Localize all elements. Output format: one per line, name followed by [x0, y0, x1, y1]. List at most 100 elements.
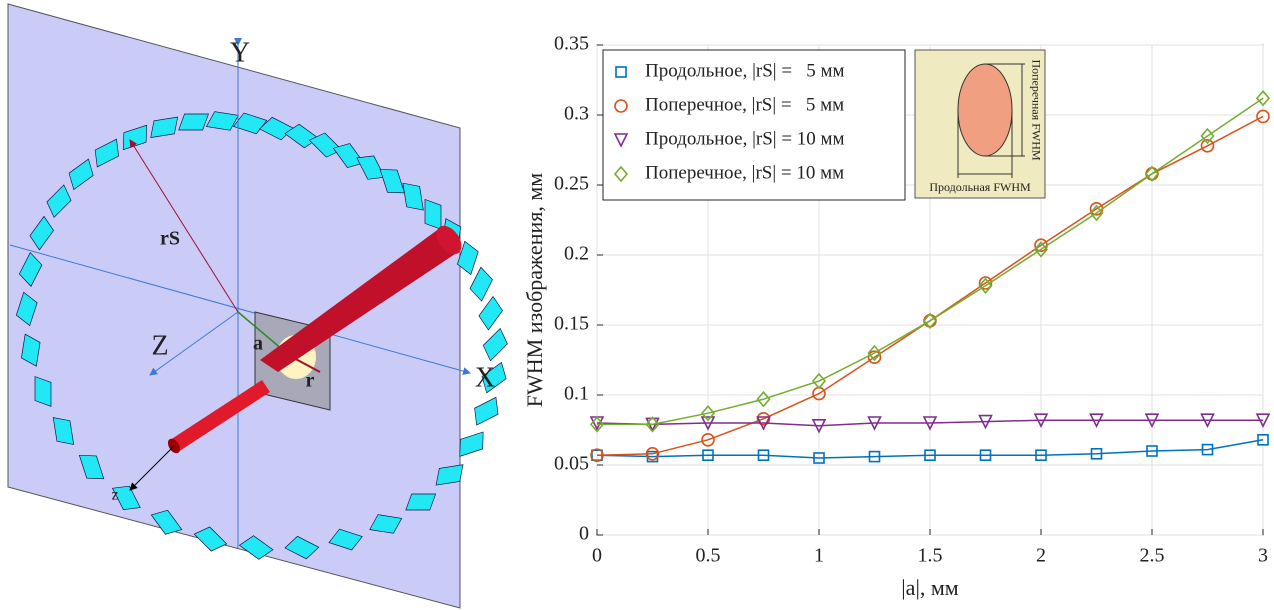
detector: [469, 266, 493, 302]
label-y: Y: [230, 37, 250, 68]
label-r: r: [306, 370, 315, 392]
inset-vertical-label: Поперечная FWHM: [1029, 59, 1043, 160]
x-tick-label: 2: [1036, 545, 1046, 567]
legend-label: Продольное, |rS| = 5 мм: [645, 60, 845, 81]
marker: [701, 432, 715, 447]
marker: [1035, 449, 1047, 462]
y-tick-label: 0.05: [554, 453, 589, 475]
label-x: X: [475, 362, 495, 393]
detector: [424, 198, 442, 230]
y-tick-label: 0.3: [564, 103, 589, 125]
series-line: [596, 439, 1264, 459]
detector: [284, 535, 320, 560]
legend-label: Поперечное, |rS| = 5 мм: [645, 94, 844, 115]
x-tick-label: 1: [814, 545, 824, 567]
marker: [979, 449, 992, 462]
marker: [1256, 109, 1270, 124]
detector: [474, 396, 499, 426]
z-arrow: [129, 445, 175, 491]
marker: [645, 446, 660, 461]
marker: [756, 390, 771, 408]
series-line: [597, 97, 1264, 426]
marker: [757, 449, 770, 462]
marker: [813, 452, 825, 464]
y-tick-label: 0.2: [564, 243, 589, 265]
marker: [978, 276, 993, 290]
marker: [613, 165, 629, 183]
legend-label: Продольное, |rS| = 10 мм: [645, 128, 845, 149]
marker: [1089, 413, 1104, 428]
label-a: a: [253, 333, 263, 355]
marker: [868, 450, 881, 463]
y-tick-label: 0.15: [554, 313, 589, 335]
marker: [613, 133, 629, 148]
detector: [21, 333, 41, 367]
x-tick-label: 0: [592, 545, 602, 567]
x-tick-label: 1.5: [918, 545, 943, 567]
marker: [1257, 433, 1269, 446]
label-z: Z: [151, 330, 168, 361]
detector: [459, 431, 484, 457]
marker: [589, 416, 605, 433]
detector: [78, 454, 105, 480]
marker: [614, 99, 628, 113]
cone-end: [436, 225, 462, 255]
detector: [18, 251, 43, 287]
detector: [29, 215, 54, 251]
detector: [15, 291, 38, 327]
marker: [700, 416, 716, 431]
marker: [590, 448, 604, 463]
y-tick-label: 0.25: [554, 173, 589, 195]
marker: [811, 372, 827, 390]
marker: [1144, 413, 1160, 428]
detector: [111, 485, 141, 511]
detector: [332, 143, 365, 169]
detector: [205, 111, 239, 131]
marker: [702, 449, 714, 462]
inset: Поперечная FWHM Продольная FWHM: [914, 49, 1046, 199]
inset-horizontal-label: Продольная FWHM: [929, 180, 1031, 194]
rs-vector: [129, 139, 239, 313]
detector: [481, 361, 507, 394]
marker: [922, 312, 938, 330]
detector: [193, 526, 228, 552]
inset-ellipse: [957, 63, 1013, 157]
diagram: Y X Z z rS a r: [7, 3, 508, 609]
detector-ring: [15, 111, 508, 560]
detector: [379, 169, 405, 194]
detector: [46, 184, 72, 218]
marker: [756, 411, 771, 426]
detector: [402, 182, 424, 211]
y-tick-label: 0.1: [564, 383, 589, 405]
marker: [756, 416, 771, 431]
x-tick-label: 0.5: [696, 545, 721, 567]
series-line: [596, 419, 1263, 427]
detector: [178, 113, 209, 131]
label-z-small: z: [111, 487, 118, 504]
detector: [435, 464, 464, 486]
detector: [150, 509, 183, 535]
detector: [308, 132, 343, 158]
marker: [1200, 139, 1215, 153]
detector: [68, 158, 94, 191]
x-axis-label: |a|, мм: [901, 575, 958, 600]
marker: [978, 414, 993, 430]
marker: [922, 416, 938, 431]
detector: [52, 417, 75, 445]
marker: [867, 350, 882, 365]
detector: [238, 535, 274, 560]
legend-label: Поперечное, |rS| = 10 мм: [645, 162, 844, 183]
y-axis-label: FWHM изображения, мм: [522, 173, 547, 408]
y-tick-label: 0.35: [554, 33, 589, 55]
marker: [1089, 204, 1104, 222]
detector: [405, 493, 437, 511]
marker: [1033, 413, 1049, 428]
marker: [1255, 413, 1271, 428]
marker: [867, 344, 882, 362]
x-tick-label: 3: [1258, 545, 1268, 567]
marker: [1201, 443, 1214, 456]
detector: [478, 295, 503, 331]
detector: [34, 376, 52, 407]
marker: [1090, 447, 1103, 460]
